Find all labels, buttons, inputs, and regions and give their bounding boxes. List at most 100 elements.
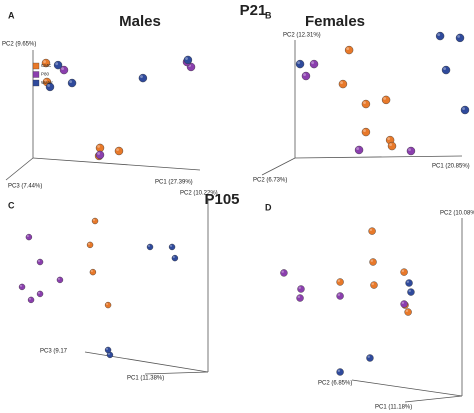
point — [309, 59, 319, 69]
point-highlight — [55, 62, 59, 66]
point — [95, 150, 105, 160]
point — [387, 141, 397, 151]
point — [95, 143, 105, 153]
legend-label: Water — [41, 80, 53, 85]
point-highlight — [346, 47, 350, 51]
header: P21 — [240, 2, 267, 19]
point-highlight — [297, 61, 301, 65]
point-highlight — [90, 269, 93, 273]
point-highlight — [387, 137, 391, 141]
point-highlight — [37, 259, 41, 263]
axis-label: PC2 (9.65%) — [2, 42, 36, 48]
point — [36, 258, 44, 266]
panel-label: A — [8, 10, 15, 20]
panel-label: C — [8, 200, 15, 210]
point-highlight — [169, 244, 173, 247]
point-highlight — [370, 259, 374, 263]
point — [460, 105, 470, 115]
point-highlight — [116, 148, 119, 151]
point-highlight — [437, 33, 441, 37]
axis-label: PC1 (20.85%) — [432, 164, 470, 170]
point — [338, 79, 348, 89]
point — [295, 59, 305, 69]
header: P105 — [204, 191, 239, 208]
panel-title: Females — [305, 13, 365, 30]
point — [45, 82, 55, 92]
point-highlight — [97, 152, 101, 155]
point-highlight — [281, 270, 284, 273]
point — [18, 283, 26, 291]
point — [381, 95, 391, 105]
point — [441, 65, 451, 75]
point — [404, 308, 412, 316]
point-highlight — [297, 295, 301, 299]
point — [280, 269, 288, 277]
point — [59, 65, 69, 75]
point-highlight — [311, 61, 315, 65]
point — [406, 146, 416, 156]
point — [27, 296, 35, 304]
legend-swatch — [32, 79, 40, 87]
point-highlight — [337, 293, 341, 296]
point-highlight — [389, 143, 392, 147]
point — [407, 288, 415, 296]
point-highlight — [107, 352, 110, 355]
point — [361, 127, 371, 137]
axis-label: PC2 (10.08%) — [440, 211, 474, 217]
axis-line — [84, 351, 209, 373]
axis-label: PC1 (27.39%) — [155, 180, 193, 186]
point — [297, 285, 305, 293]
point-highlight — [172, 255, 175, 259]
point-highlight — [462, 107, 465, 111]
point — [361, 99, 371, 109]
axis-line — [5, 157, 34, 181]
point — [171, 254, 179, 262]
point-highlight — [97, 145, 101, 148]
point — [336, 278, 344, 286]
point-highlight — [105, 302, 109, 306]
point — [146, 243, 154, 251]
point-highlight — [61, 67, 64, 71]
legend-swatch — [32, 62, 40, 70]
point-highlight — [185, 57, 188, 60]
point-highlight — [298, 286, 301, 289]
point-highlight — [105, 347, 109, 350]
axis-label: PC3 (9.17 — [40, 349, 68, 355]
panel-title: Males — [119, 13, 161, 30]
point — [344, 45, 354, 55]
point-highlight — [57, 277, 60, 280]
point-highlight — [356, 147, 360, 150]
point-highlight — [37, 291, 41, 294]
point — [168, 243, 176, 251]
point-highlight — [92, 218, 96, 222]
point-highlight — [87, 242, 91, 245]
point — [301, 71, 311, 81]
point-highlight — [401, 301, 405, 305]
legend-swatch — [32, 71, 40, 78]
panel-label: B — [265, 10, 272, 20]
point-highlight — [44, 79, 47, 82]
axis-line — [261, 157, 296, 176]
point-highlight — [408, 289, 411, 293]
axis-label: PC2 (6.73%) — [253, 178, 287, 184]
point — [370, 281, 378, 289]
legend-label: CMC — [41, 63, 52, 68]
point-highlight — [369, 228, 373, 232]
point — [104, 346, 112, 354]
point-highlight — [43, 60, 46, 64]
point-highlight — [363, 101, 366, 105]
point — [296, 294, 304, 302]
axis-line — [404, 395, 463, 403]
point — [400, 300, 408, 308]
point-highlight — [26, 234, 29, 238]
point — [368, 227, 376, 235]
point-highlight — [337, 369, 341, 373]
point-highlight — [303, 73, 306, 77]
point — [183, 55, 193, 65]
legend-label: P80 — [41, 72, 50, 77]
point — [336, 292, 344, 300]
point — [53, 60, 63, 70]
axis-label: PC3 (7.44%) — [8, 184, 42, 190]
point — [405, 279, 413, 287]
